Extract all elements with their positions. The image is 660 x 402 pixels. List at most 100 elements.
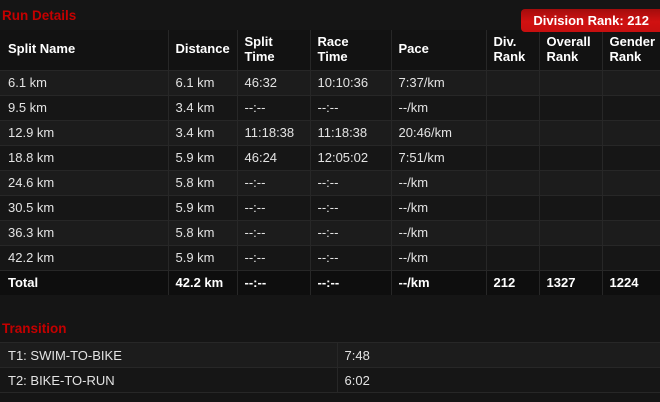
- table-cell: [485, 70, 539, 95]
- table-cell: --:--: [309, 95, 391, 120]
- table-row: 42.2 km 5.9 km --:-- --:-- --/km: [0, 245, 660, 270]
- transition-header: Transition: [0, 307, 660, 342]
- column-header-div-rank: Div. Rank: [485, 30, 539, 70]
- run-table-body: 6.1 km 6.1 km 46:32 10:10:36 7:37/km 9.5 km 3.…: [0, 70, 660, 270]
- table-cell: --:--: [236, 170, 310, 195]
- table-cell: [538, 195, 602, 220]
- transition-label: T1: SWIM-TO-BIKE: [8, 347, 122, 363]
- run-splits-table: Split Name Distance Split Time Race Time…: [0, 30, 660, 295]
- table-cell: --/km: [390, 170, 486, 195]
- table-cell: 9.5 km: [8, 100, 48, 115]
- table-cell: 36.3 km: [8, 225, 55, 240]
- total-cell-split-time: --:--: [236, 270, 310, 295]
- column-header-distance: Distance: [167, 30, 237, 70]
- table-cell: 5.8 km: [167, 220, 237, 245]
- table-row: 36.3 km 5.8 km --:-- --:-- --/km: [0, 220, 660, 245]
- table-cell: [538, 70, 602, 95]
- table-cell: 5.9 km: [167, 195, 237, 220]
- table-row: 18.8 km 5.9 km 46:24 12:05:02 7:51/km: [0, 145, 660, 170]
- table-cell: 46:32: [236, 70, 310, 95]
- total-cell-div-rank: 212: [485, 270, 539, 295]
- transition-time: 7:48: [336, 342, 660, 368]
- column-header-overall-rank: Overall Rank: [538, 30, 602, 70]
- table-cell: 12:05:02: [309, 145, 391, 170]
- table-cell: 10:10:36: [309, 70, 391, 95]
- table-cell: 7:37/km: [390, 70, 486, 95]
- table-cell: 3.4 km: [167, 120, 237, 145]
- table-cell: 5.8 km: [167, 170, 237, 195]
- total-row: Total 42.2 km --:-- --:-- --/km 212 1327…: [0, 270, 660, 295]
- table-cell: [601, 95, 660, 120]
- table-cell: [485, 220, 539, 245]
- table-cell: 6.1 km: [167, 70, 237, 95]
- table-cell: [538, 145, 602, 170]
- table-cell: 11:18:38: [309, 120, 391, 145]
- table-row: 12.9 km 3.4 km 11:18:38 11:18:38 20:46/km: [0, 120, 660, 145]
- total-cell-label: Total: [8, 275, 39, 291]
- table-row: 30.5 km 5.9 km --:-- --:-- --/km: [0, 195, 660, 220]
- table-cell: 7:51/km: [390, 145, 486, 170]
- transition-table-body: T1: SWIM-TO-BIKE 7:48 T2: BIKE-TO-RUN 6:…: [0, 342, 660, 393]
- transition-time: 6:02: [336, 367, 660, 393]
- table-cell: --:--: [309, 170, 391, 195]
- table-cell: 24.6 km: [8, 175, 55, 190]
- table-cell: 5.9 km: [167, 145, 237, 170]
- run-table-header: Split Name Distance Split Time Race Time…: [0, 30, 660, 70]
- table-cell: [601, 145, 660, 170]
- table-cell: --/km: [390, 245, 486, 270]
- transition-label: T2: BIKE-TO-RUN: [8, 372, 115, 388]
- table-cell: [485, 120, 539, 145]
- table-cell: [538, 95, 602, 120]
- table-cell: [601, 220, 660, 245]
- column-header-split-time: Split Time: [236, 30, 310, 70]
- transition-table: T1: SWIM-TO-BIKE 7:48 T2: BIKE-TO-RUN 6:…: [0, 342, 660, 393]
- run-details-header: Run Details: [0, 0, 660, 30]
- column-header-race-time: Race Time: [309, 30, 391, 70]
- total-cell-pace: --/km: [390, 270, 486, 295]
- page-title: Run Details: [2, 7, 77, 23]
- table-cell: 6.1 km: [8, 75, 48, 90]
- total-cell-overall-rank: 1327: [538, 270, 602, 295]
- table-cell: [485, 245, 539, 270]
- run-table-total: Total 42.2 km --:-- --:-- --/km 212 1327…: [0, 270, 660, 295]
- division-rank-badge: Division Rank: 212: [521, 9, 660, 32]
- table-cell: --:--: [236, 220, 310, 245]
- column-header-split-name: Split Name: [0, 30, 168, 70]
- column-header-pace: Pace: [390, 30, 486, 70]
- transition-title: Transition: [2, 321, 67, 336]
- table-cell: [538, 245, 602, 270]
- table-cell: [485, 170, 539, 195]
- table-cell: --/km: [390, 220, 486, 245]
- table-cell: [538, 170, 602, 195]
- table-cell: [601, 70, 660, 95]
- table-cell: 12.9 km: [8, 125, 55, 140]
- table-row: T2: BIKE-TO-RUN 6:02: [0, 367, 660, 393]
- table-cell: [601, 245, 660, 270]
- table-cell: --:--: [236, 245, 310, 270]
- table-cell: 20:46/km: [390, 120, 486, 145]
- table-cell: --:--: [309, 220, 391, 245]
- header-row: Split Name Distance Split Time Race Time…: [0, 30, 660, 70]
- table-cell: 18.8 km: [8, 150, 55, 165]
- column-header-gender-rank: Gender Rank: [601, 30, 660, 70]
- table-cell: [601, 170, 660, 195]
- total-cell-distance: 42.2 km: [167, 270, 237, 295]
- table-cell: 46:24: [236, 145, 310, 170]
- table-cell: [485, 95, 539, 120]
- table-cell: --:--: [236, 95, 310, 120]
- table-cell: [538, 120, 602, 145]
- table-row: 6.1 km 6.1 km 46:32 10:10:36 7:37/km: [0, 70, 660, 95]
- table-cell: 11:18:38: [236, 120, 310, 145]
- table-cell: [485, 195, 539, 220]
- table-cell: [601, 195, 660, 220]
- table-cell: --/km: [390, 195, 486, 220]
- table-cell: --:--: [309, 245, 391, 270]
- table-cell: --:--: [309, 195, 391, 220]
- table-cell: 3.4 km: [167, 95, 237, 120]
- table-cell: [601, 120, 660, 145]
- total-cell-gender-rank: 1224: [601, 270, 660, 295]
- table-cell: 5.9 km: [167, 245, 237, 270]
- table-cell: 30.5 km: [8, 200, 55, 215]
- table-cell: --:--: [236, 195, 310, 220]
